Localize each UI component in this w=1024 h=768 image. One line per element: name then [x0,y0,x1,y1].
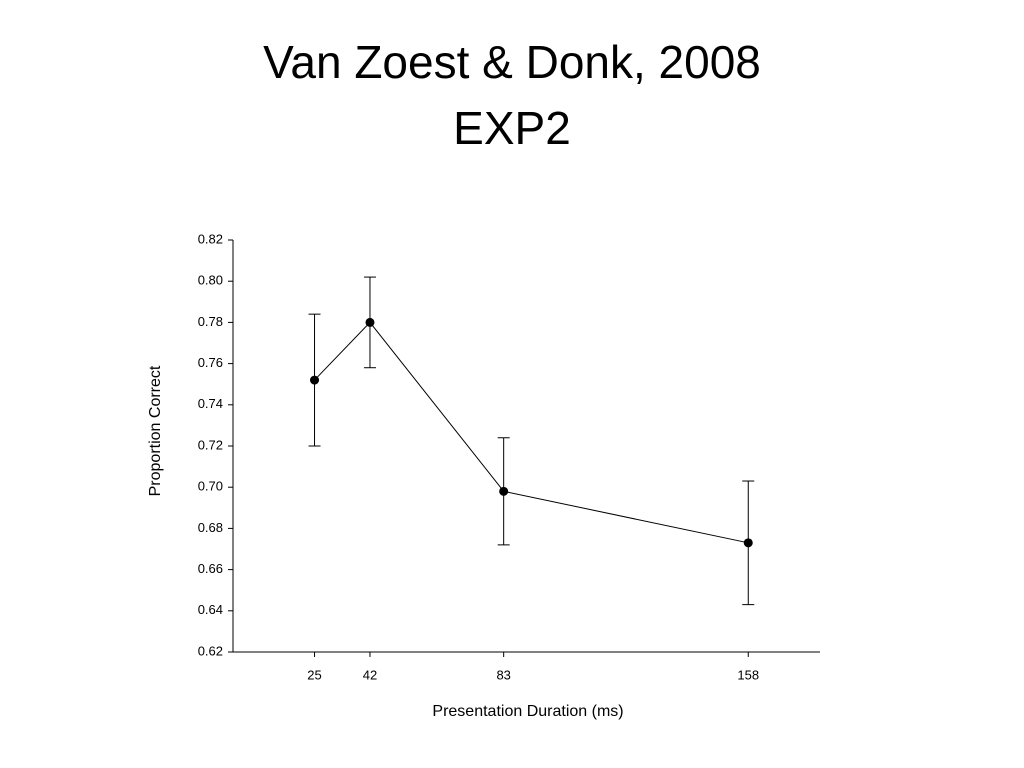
data-point [743,538,753,548]
chart-subtitle: EXP2 [453,102,571,154]
y-tick-label: 0.68 [198,520,223,535]
y-tick-label: 0.66 [198,561,223,576]
y-tick-label: 0.82 [198,231,223,246]
data-point [365,317,375,327]
x-tick-label: 42 [363,667,377,682]
y-tick-label: 0.70 [198,479,223,494]
y-tick-label: 0.76 [198,355,223,370]
chart-title: Van Zoest & Donk, 2008 [263,36,761,88]
y-axis-title: Proportion Correct [147,365,164,496]
y-tick-label: 0.74 [198,396,223,411]
x-tick-label: 25 [307,667,321,682]
x-tick-label: 83 [496,667,510,682]
y-tick-label: 0.78 [198,314,223,329]
y-tick-label: 0.80 [198,273,223,288]
x-axis-title: Presentation Duration (ms) [432,703,623,720]
data-line [314,321,749,544]
data-point [499,486,509,496]
data-point [310,375,320,385]
x-tick-label: 158 [737,667,759,682]
y-tick-label: 0.62 [198,643,223,658]
y-tick-label: 0.64 [198,602,223,617]
y-tick-label: 0.72 [198,437,223,452]
